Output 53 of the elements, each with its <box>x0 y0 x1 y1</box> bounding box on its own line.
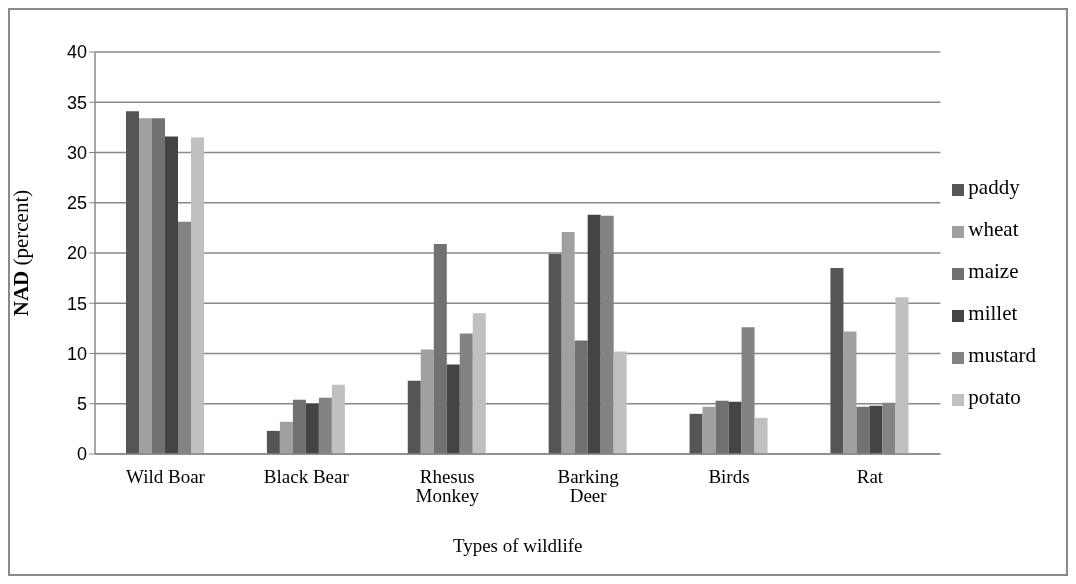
bar <box>895 297 909 454</box>
x-tick-label: Birds <box>708 466 750 488</box>
y-tick-label: 15 <box>66 293 87 314</box>
bar <box>152 118 165 454</box>
legend-label: potato <box>968 385 1021 409</box>
x-tick-label: Rhesus Monkey <box>415 466 480 507</box>
legend-label: wheat <box>968 217 1019 241</box>
bar <box>407 380 421 454</box>
bar <box>843 331 857 454</box>
y-tick-label: 20 <box>66 243 87 264</box>
bar <box>548 254 562 454</box>
y-tick-label: 0 <box>76 444 87 465</box>
bar <box>869 405 883 454</box>
bar <box>266 430 280 454</box>
bar <box>702 406 716 454</box>
bar <box>139 118 152 454</box>
bar <box>715 400 729 454</box>
legend-label: mustard <box>968 343 1036 367</box>
bar <box>613 351 627 454</box>
bar <box>191 137 204 454</box>
bar <box>689 413 703 454</box>
y-tick-label: 30 <box>66 142 87 163</box>
bar <box>728 401 742 454</box>
x-tick-label: Barking Deer <box>557 466 620 507</box>
bar <box>305 403 319 454</box>
legend-label: paddy <box>968 175 1020 199</box>
legend-label: maize <box>968 259 1019 283</box>
y-tick-label: 35 <box>66 92 87 113</box>
bar <box>830 268 844 454</box>
bar <box>165 136 178 454</box>
x-tick-label: Rat <box>856 466 884 488</box>
bar <box>420 349 434 454</box>
bar <box>587 214 601 454</box>
bar <box>754 417 768 454</box>
bar <box>279 421 293 454</box>
bar <box>561 231 575 454</box>
y-tick-label: 5 <box>76 394 87 415</box>
bar <box>433 243 447 454</box>
bar <box>472 313 486 454</box>
bar <box>574 340 588 454</box>
y-tick-label: 25 <box>66 193 87 214</box>
bar <box>292 399 306 454</box>
legend-label: millet <box>968 301 1018 325</box>
bar <box>331 384 345 454</box>
x-tick-label: Black Bear <box>263 466 350 488</box>
x-axis-title: Types of wildlife <box>452 535 583 556</box>
y-tick-label: 40 <box>66 42 87 63</box>
x-tick-label: Wild Boar <box>125 466 206 488</box>
y-axis-title: NAD (percent) <box>9 189 33 317</box>
y-tick-label: 10 <box>66 343 87 364</box>
bar <box>856 406 870 454</box>
bar <box>446 364 460 454</box>
bar <box>126 111 139 454</box>
